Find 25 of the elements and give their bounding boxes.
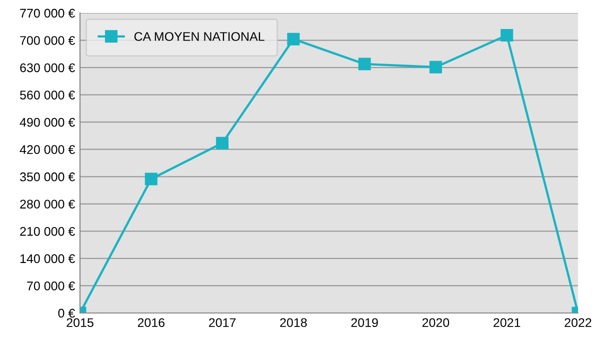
x-tick-label: 2018: [280, 318, 307, 328]
y-tick-label: 280 000 €: [20, 200, 75, 209]
y-tick-label: 210 000 €: [20, 226, 75, 236]
y-tick-label: 490 000 €: [20, 118, 75, 127]
x-tick-label: 2019: [351, 318, 378, 328]
x-tick-label: 2022: [564, 318, 592, 328]
y-tick-label: 420 000 €: [20, 145, 75, 154]
x-tick-label: 2015: [66, 318, 94, 328]
x-tick-label: 2016: [138, 318, 164, 328]
point: [287, 32, 300, 46]
y-tick-label: 630 000 €: [20, 63, 75, 72]
point: [216, 136, 229, 150]
legend-label: CA MOYEN NATIONAL: [134, 32, 264, 41]
point: [429, 60, 442, 74]
x-tick-label: 2020: [422, 318, 450, 328]
y-tick-label: 350 000 €: [20, 172, 75, 182]
point: [358, 58, 371, 70]
y-tick-label: 770 000 €: [20, 8, 75, 18]
x-tick-label: 2021: [494, 318, 520, 328]
y-tick-label: 700 000 €: [20, 36, 75, 45]
x-tick-label: 2017: [209, 318, 236, 328]
y-tick-label: 0 €: [58, 308, 75, 318]
y-tick-label: 140 000 €: [20, 254, 75, 264]
y-tick-label: 560 000 €: [20, 90, 75, 100]
y-tick-label: 70 000 €: [27, 282, 75, 290]
